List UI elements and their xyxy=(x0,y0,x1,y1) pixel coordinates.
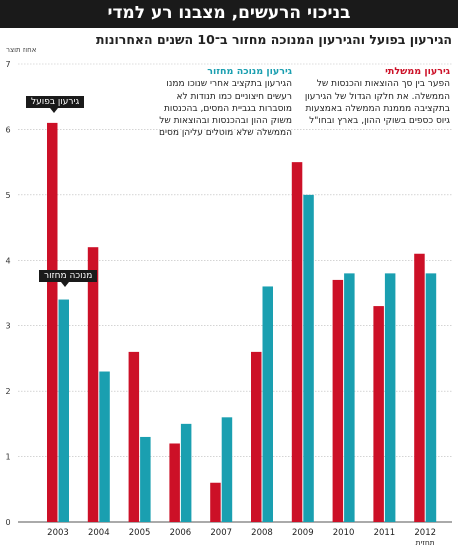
bar-actual xyxy=(210,482,221,522)
y-tick-label: 1 xyxy=(5,453,10,462)
bar-adjusted xyxy=(262,286,273,522)
x-tick-label: 2005 xyxy=(129,528,151,538)
annotation-cyclically-adjusted-title: גירעון מנוכה מחזור xyxy=(207,66,292,77)
x-tick-sublabel: תחזית xyxy=(416,538,435,547)
x-tick-label: 2009 xyxy=(292,528,314,538)
x-tick-label: 2008 xyxy=(251,528,273,538)
title-bar: בניכוי הרעשים, מצבנו רע למדי xyxy=(0,0,458,28)
bar-actual xyxy=(291,162,303,522)
bar-adjusted xyxy=(221,417,233,522)
x-tick-label: 2006 xyxy=(170,528,192,538)
bar-adjusted xyxy=(344,273,355,522)
x-tick-label: 2010 xyxy=(333,528,355,538)
bar-adjusted xyxy=(140,436,151,522)
bar-actual xyxy=(169,443,180,522)
annotation-government-deficit-text: הפער בין סך ההוצאות והכנסות של הממשלה. א… xyxy=(304,79,450,127)
x-tick-label: 2011 xyxy=(374,528,396,538)
x-tick-label: 2012 xyxy=(414,528,436,538)
y-tick-label: 5 xyxy=(5,191,10,200)
y-tick-label: 7 xyxy=(5,60,10,69)
y-tick-label: 4 xyxy=(5,256,10,265)
x-tick-label: 2007 xyxy=(210,528,232,538)
annotation-cyclically-adjusted-text: הגירעון בתקציב אחרי שנוכו ממנו רעשים חיצ… xyxy=(159,79,292,139)
y-tick-label: 3 xyxy=(5,322,10,331)
bar-adjusted xyxy=(99,371,110,522)
bar-actual xyxy=(251,351,262,522)
bar-actual xyxy=(373,306,384,522)
chart-subtitle: הגירעון בפועל והגירעון המנוכה מחזור ב־10… xyxy=(96,32,452,47)
bar-actual xyxy=(414,253,425,522)
y-tick-label: 0 xyxy=(5,518,10,527)
callout-adjusted-deficit: מנוכה מחזור xyxy=(39,270,98,287)
bar-actual xyxy=(87,247,99,522)
x-tick-label: 2003 xyxy=(47,528,69,538)
y-tick-label: 6 xyxy=(5,125,10,134)
bar-adjusted xyxy=(58,299,69,522)
bar-adjusted xyxy=(425,273,437,522)
bar-adjusted xyxy=(180,423,192,522)
x-tick-label: 2004 xyxy=(88,528,110,538)
bar-actual xyxy=(128,351,140,522)
bar-actual xyxy=(332,279,344,522)
chart-title: בניכוי הרעשים, מצבנו רע למדי xyxy=(107,3,351,23)
annotation-government-deficit-title: גירעון ממשלתי xyxy=(385,66,450,77)
bar-adjusted xyxy=(303,194,314,522)
annotation-cyclically-adjusted: גירעון מנוכה מחזור הגירעון בתקציב אחרי ש… xyxy=(148,66,292,140)
callout-actual-deficit: גירעון בפועל xyxy=(26,96,85,113)
bar-adjusted xyxy=(384,273,396,522)
y-axis-unit: אחוז תוצר xyxy=(6,46,37,54)
y-tick-label: 2 xyxy=(5,387,10,396)
annotation-government-deficit: גירעון ממשלתי הפער בין סך ההוצאות והכנסו… xyxy=(298,66,450,127)
bar-actual xyxy=(47,122,58,522)
